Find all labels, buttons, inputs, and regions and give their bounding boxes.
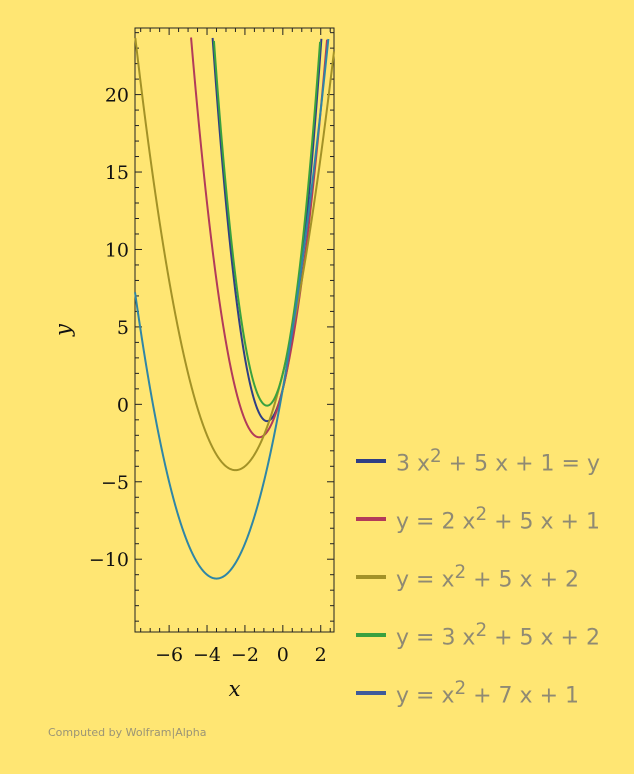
legend-item: y = x2 + 7 x + 1 xyxy=(356,664,600,722)
x-tick-label: −4 xyxy=(193,644,221,666)
y-tick-label: 20 xyxy=(105,85,129,107)
legend-label: y = 3 x2 + 5 x + 2 xyxy=(396,619,600,651)
x-tick-label: −2 xyxy=(231,644,259,666)
y-tick-label: −10 xyxy=(89,549,129,571)
series-line xyxy=(134,38,330,580)
legend-label: 3 x2 + 5 x + 1 = y xyxy=(396,445,600,477)
legend-item: 3 x2 + 5 x + 1 = y xyxy=(356,432,600,490)
y-tick-label: 0 xyxy=(117,394,129,416)
legend-item: y = x2 + 5 x + 2 xyxy=(356,548,600,606)
legend-label: y = x2 + 7 x + 1 xyxy=(396,677,579,709)
y-tick-label: −5 xyxy=(101,472,129,494)
x-tick-label: −6 xyxy=(155,644,183,666)
legend: 3 x2 + 5 x + 1 = y y = 2 x2 + 5 x + 1 y … xyxy=(356,432,600,722)
legend-item: y = 2 x2 + 5 x + 1 xyxy=(356,490,600,548)
y-tick-label: 10 xyxy=(105,239,129,261)
x-tick-label: 0 xyxy=(277,644,289,666)
x-axis-title: x xyxy=(229,677,241,701)
footer-credit: Computed by Wolfram|Alpha xyxy=(48,726,207,739)
series-line xyxy=(190,37,329,439)
legend-swatch xyxy=(356,459,386,463)
y-tick-label: 5 xyxy=(117,317,129,339)
axis-ticks xyxy=(135,28,334,632)
tick-labels: −6 −4 −2 0 2 −10 −5 0 5 10 15 20 xyxy=(89,85,327,666)
legend-swatch xyxy=(356,517,386,521)
legend-swatch xyxy=(356,691,386,695)
legend-swatch xyxy=(356,575,386,579)
legend-label: y = 2 x2 + 5 x + 1 xyxy=(396,503,600,535)
legend-item: y = 3 x2 + 5 x + 2 xyxy=(356,606,600,664)
legend-swatch xyxy=(356,633,386,637)
series-lines xyxy=(134,37,335,580)
x-tick-label: 2 xyxy=(315,644,327,666)
series-line xyxy=(134,37,335,472)
y-axis-title: y xyxy=(51,323,75,337)
y-tick-label: 15 xyxy=(105,162,129,184)
plot-frame xyxy=(134,27,335,633)
series-line xyxy=(212,40,322,407)
legend-label: y = x2 + 5 x + 2 xyxy=(396,561,579,593)
